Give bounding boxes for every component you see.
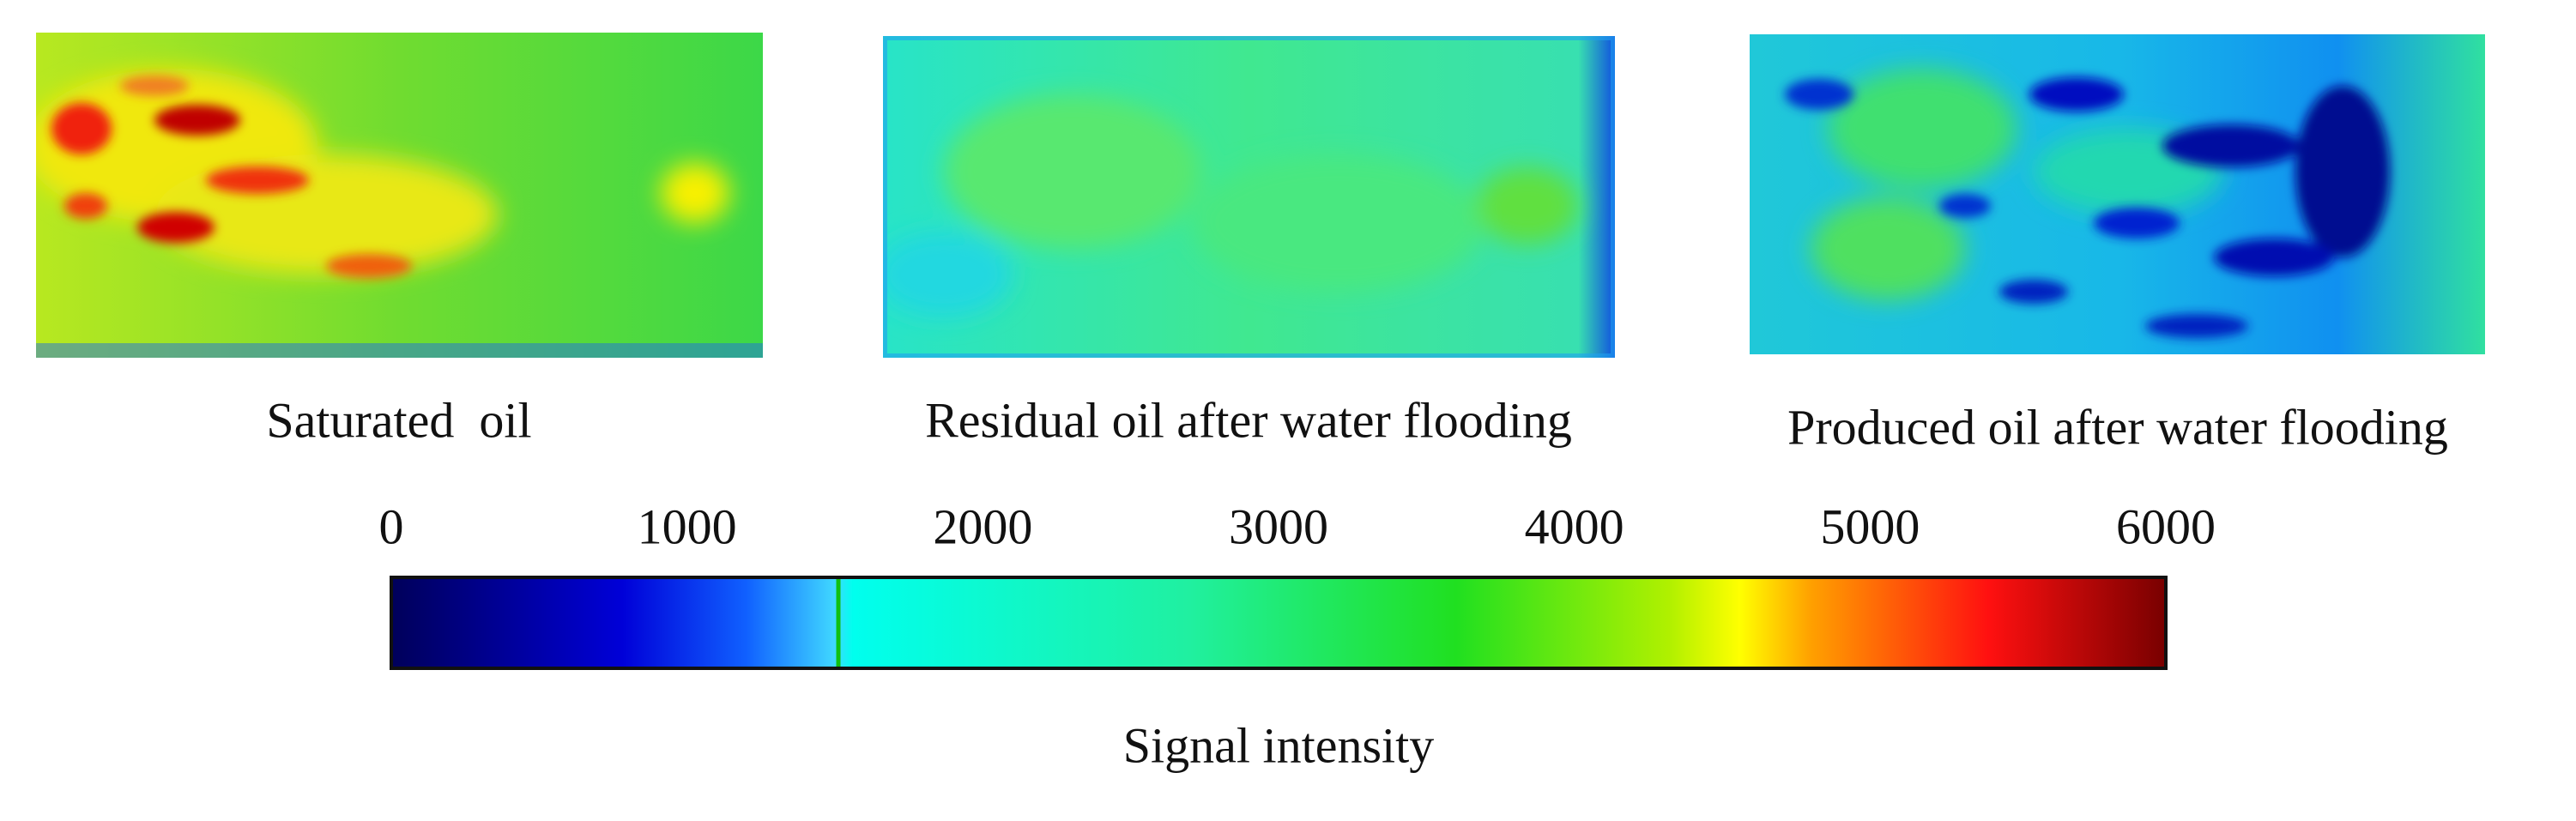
tick-label: 4000: [1525, 498, 1624, 554]
panel-label: Produced oil after water flooding: [1787, 399, 2448, 455]
tick-label: 2000: [933, 498, 1032, 554]
panel-produced: [1750, 34, 2485, 354]
tick-label: 0: [379, 498, 404, 554]
colorbar: [390, 576, 2168, 670]
tick-label: 6000: [2116, 498, 2216, 554]
panel-label: Residual oil after water flooding: [925, 392, 1572, 448]
tick-label: 3000: [1229, 498, 1328, 554]
tick-label: 5000: [1820, 498, 1920, 554]
panel-label: Saturated oil: [266, 392, 531, 448]
panel-saturated: [36, 33, 763, 358]
tick-label: 1000: [638, 498, 737, 554]
colorbar-label: Signal intensity: [1123, 717, 1435, 773]
panel-residual: [883, 36, 1615, 358]
